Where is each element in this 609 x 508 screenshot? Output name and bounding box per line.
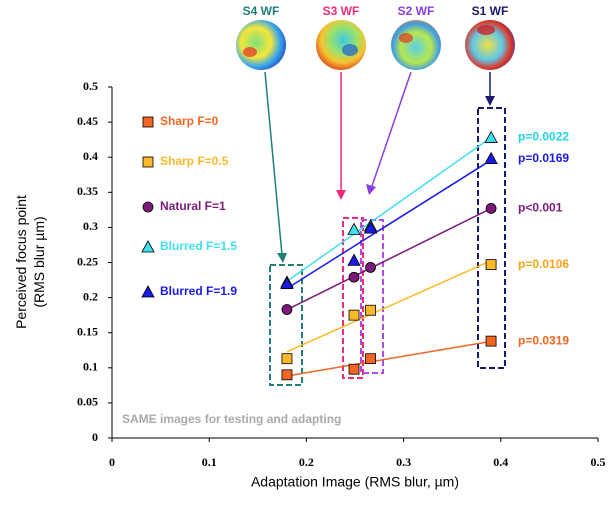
arrow xyxy=(371,71,412,187)
marker xyxy=(281,353,293,365)
y-tick-label: 0.15 xyxy=(77,324,98,338)
wavefront-image xyxy=(236,20,286,70)
trend-line xyxy=(286,159,492,290)
y-tick-label: 0.1 xyxy=(83,360,98,374)
y-tick-label: 0.3 xyxy=(83,219,98,233)
marker xyxy=(281,369,293,381)
p-value-label: p=0.0022 xyxy=(518,130,569,144)
legend-label: Blurred F=1.9 xyxy=(160,284,237,298)
y-tick-label: 0.25 xyxy=(77,254,98,268)
highlight-box xyxy=(342,217,364,379)
y-tick-label: 0.45 xyxy=(77,114,98,128)
marker xyxy=(348,271,360,283)
wavefront-image xyxy=(316,20,366,70)
marker xyxy=(280,276,294,289)
arrow-head xyxy=(366,184,376,195)
marker xyxy=(348,309,360,321)
legend-marker xyxy=(142,201,154,213)
marker xyxy=(365,262,376,273)
legend-marker xyxy=(142,116,154,128)
legend-marker xyxy=(141,240,155,253)
x-tick-label: 0.1 xyxy=(202,455,217,469)
marker xyxy=(484,151,498,165)
y-tick-label: 0.05 xyxy=(77,395,98,409)
trend-line xyxy=(286,260,492,353)
trend-line xyxy=(286,340,492,377)
wavefront-image xyxy=(465,20,515,70)
trend-line xyxy=(286,207,492,311)
marker xyxy=(485,335,497,347)
marker xyxy=(484,130,498,143)
wavefront-label: S2 WF xyxy=(398,4,435,18)
x-axis-label: Adaptation Image (RMS blur, µm) xyxy=(251,474,459,490)
y-tick-label: 0 xyxy=(92,430,98,444)
wavefront-image xyxy=(391,20,441,70)
wavefront-detail xyxy=(399,33,413,43)
x-tick-label: 0 xyxy=(109,455,115,469)
legend-label: Sharp F=0 xyxy=(160,114,219,128)
y-axis-label-line: Perceived focus point xyxy=(13,195,29,329)
arrow-head xyxy=(336,190,346,200)
y-axis-label-line: (RMS blur µm) xyxy=(31,216,47,307)
p-value-label: p=0.0169 xyxy=(518,151,569,165)
marker xyxy=(347,253,361,266)
p-value-label: p<0.001 xyxy=(518,201,563,215)
y-axis-label: Perceived focus point (RMS blur µm) xyxy=(13,195,47,329)
wavefront-images xyxy=(236,20,515,70)
marker xyxy=(365,353,376,365)
marker xyxy=(485,203,497,214)
trend-line xyxy=(286,136,492,282)
marker xyxy=(348,363,360,375)
legend-label: Sharp F=0.5 xyxy=(160,154,229,168)
legend-label: Natural F=1 xyxy=(160,199,226,213)
x-tick-label: 0.5 xyxy=(591,455,606,469)
x-tick-label: 0.3 xyxy=(396,455,411,469)
x-tick-label: 0.2 xyxy=(299,455,314,469)
highlight-box xyxy=(269,264,303,386)
highlight-box xyxy=(477,107,506,369)
marker xyxy=(363,221,378,234)
wavefront-detail xyxy=(243,47,257,57)
arrow-head xyxy=(485,96,495,106)
wavefront-label: S3 WF xyxy=(323,4,360,18)
y-tick-label: 0.4 xyxy=(83,149,98,163)
note: SAME images for testing and adapting xyxy=(122,412,341,426)
arrow xyxy=(264,71,283,256)
highlight-boxes xyxy=(269,107,506,386)
p-value-label: p=0.0319 xyxy=(518,333,569,347)
marker xyxy=(365,304,376,316)
arrows xyxy=(264,71,495,263)
wavefront-label: S1 WF xyxy=(472,4,509,18)
wavefront-detail xyxy=(477,25,495,35)
marker xyxy=(347,222,361,235)
arrow-head xyxy=(277,253,287,263)
marker xyxy=(485,259,497,271)
y-tick-label: 0.5 xyxy=(83,79,98,93)
highlight-box xyxy=(360,219,384,374)
x-tick-label: 0.4 xyxy=(493,455,508,469)
legend-marker xyxy=(142,156,154,168)
p-value-label: p=0.0106 xyxy=(518,257,569,271)
y-tick-label: 0.35 xyxy=(77,184,98,198)
wavefront-detail xyxy=(342,44,358,56)
y-tick-label: 0.2 xyxy=(83,289,98,303)
wavefront-label: S4 WF xyxy=(243,4,280,18)
legend-marker xyxy=(141,285,155,298)
marker xyxy=(281,304,293,315)
legend-label: Blurred F=1.5 xyxy=(160,239,237,253)
